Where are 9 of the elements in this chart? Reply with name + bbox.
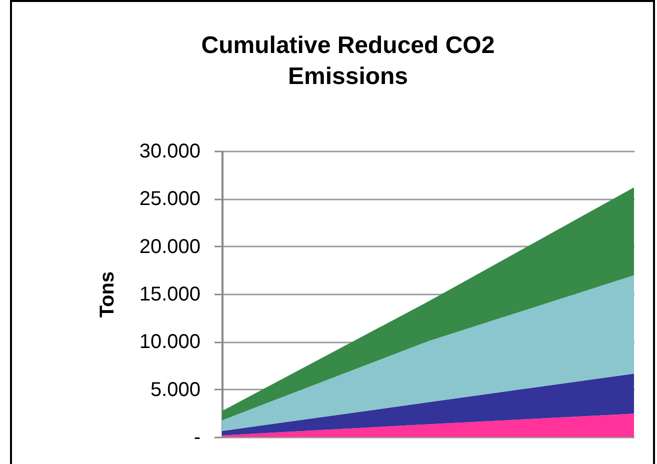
y-tick-label: 10.000 xyxy=(139,331,200,354)
chart-title: Cumulative Reduced CO2 Emissions xyxy=(201,32,495,90)
y-tick-label: 15.000 xyxy=(139,284,200,306)
y-tick-label: 20.000 xyxy=(139,236,200,258)
y-tick-label: - xyxy=(194,426,200,448)
y-axis-title: Tons xyxy=(96,271,118,318)
y-tick-label: 25.000 xyxy=(139,188,200,210)
y-tick-label: 30.000 xyxy=(139,140,200,162)
y-tick-label: 5.000 xyxy=(150,378,200,401)
